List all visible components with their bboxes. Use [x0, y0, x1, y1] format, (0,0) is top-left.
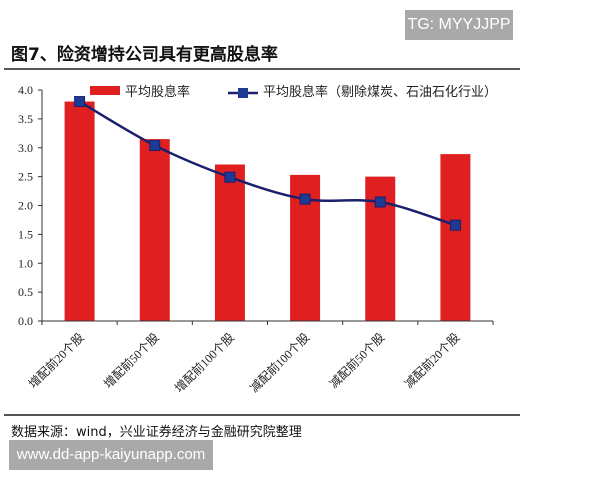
line-marker	[374, 196, 386, 208]
series-line	[78, 100, 456, 227]
y-tick-label: 1.5	[18, 227, 33, 241]
x-tick-label: 减配前100个股	[246, 330, 312, 396]
legend-bar-label: 平均股息率	[125, 84, 190, 100]
legend-line-marker	[238, 88, 248, 98]
x-tick-label: 减配前20个股	[401, 330, 463, 392]
title-divider	[4, 68, 520, 70]
y-tick-label: 1.0	[18, 256, 33, 270]
chart: 0.0 0.5 1.0 1.5 2.0 2.5 3.0 3.5 4.0 增配前20个股 增配前50个…	[18, 83, 497, 396]
y-tick-label: 4.0	[18, 83, 33, 97]
x-tick-label: 增配前20个股	[25, 330, 87, 392]
x-tick-label: 增配前50个股	[100, 330, 162, 392]
y-tick-label: 2.5	[18, 170, 33, 184]
y-tick-label: 3.0	[18, 141, 33, 155]
figure-title: 图7、险资增持公司具有更高股息率	[11, 45, 278, 65]
footer-divider	[4, 414, 520, 416]
watermark-bottom: www.dd-app-kaiyunapp.com	[9, 440, 213, 470]
line-marker	[149, 139, 161, 151]
y-tick-label: 2.0	[18, 199, 33, 213]
line-marker	[224, 171, 236, 183]
line-marker	[449, 219, 461, 231]
x-tick-label: 增配前100个股	[171, 330, 237, 396]
y-tick-label: 0.0	[18, 314, 33, 328]
y-tick-label: 0.5	[18, 285, 33, 299]
bar	[440, 154, 471, 321]
y-tick-label: 3.5	[18, 112, 33, 126]
line-marker	[74, 96, 86, 108]
bar	[214, 164, 245, 321]
legend-line-label: 平均股息率（剔除煤炭、石油石化行业）	[263, 84, 497, 100]
bar	[139, 139, 170, 321]
bar	[64, 101, 95, 321]
legend-bar-swatch	[90, 86, 120, 95]
watermark-top: TG: MYYJJPP	[405, 10, 513, 40]
x-tick-label: 减配前50个股	[326, 330, 388, 392]
source-note: 数据来源：wind，兴业证券经济与金融研究院整理	[11, 425, 302, 440]
line-marker	[299, 193, 311, 205]
